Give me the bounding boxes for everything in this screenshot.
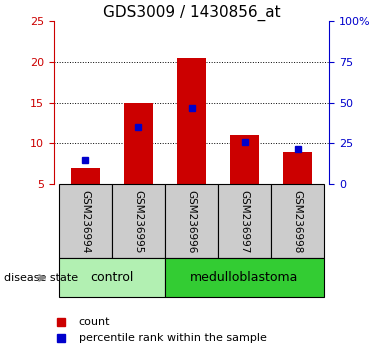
Bar — [165, 258, 324, 297]
Text: GSM236997: GSM236997 — [239, 189, 250, 253]
Text: GSM236998: GSM236998 — [293, 189, 303, 253]
Bar — [124, 103, 153, 184]
Text: medulloblastoma: medulloblastoma — [190, 272, 299, 284]
Text: GSM236995: GSM236995 — [133, 189, 144, 253]
Text: percentile rank within the sample: percentile rank within the sample — [79, 333, 267, 343]
Text: GSM236994: GSM236994 — [80, 189, 90, 253]
Bar — [177, 58, 206, 184]
Bar — [165, 184, 218, 258]
Bar — [218, 184, 271, 258]
Text: disease state: disease state — [4, 273, 78, 283]
Bar — [59, 184, 112, 258]
Bar — [230, 135, 259, 184]
Text: control: control — [90, 272, 134, 284]
Bar — [71, 168, 100, 184]
Text: count: count — [79, 317, 110, 327]
Title: GDS3009 / 1430856_at: GDS3009 / 1430856_at — [103, 5, 280, 21]
Bar — [283, 152, 312, 184]
Bar — [59, 258, 165, 297]
Bar — [271, 184, 324, 258]
Bar — [112, 184, 165, 258]
Text: GSM236996: GSM236996 — [187, 189, 196, 253]
